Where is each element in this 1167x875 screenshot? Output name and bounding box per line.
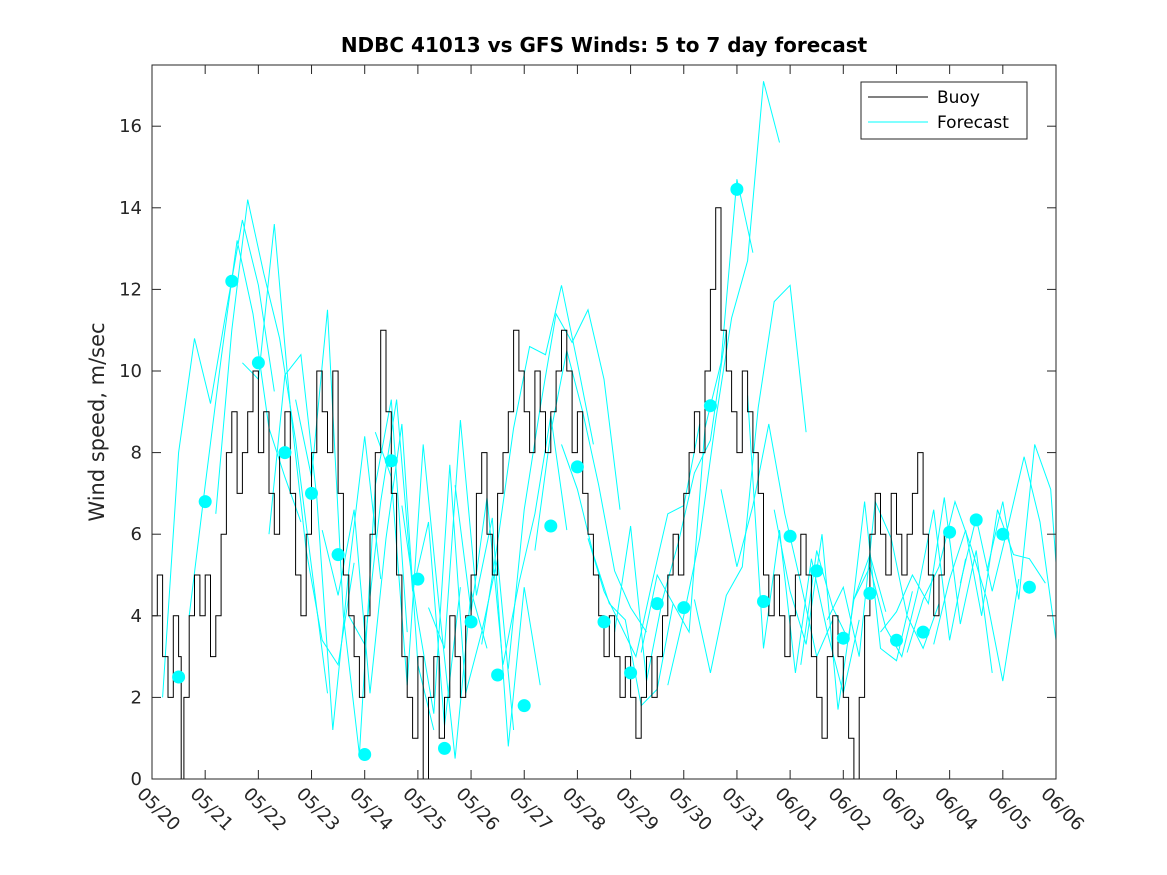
forecast-marker-31	[969, 513, 983, 527]
forecast-line-10	[401, 464, 515, 731]
y-tick-label: 6	[131, 524, 142, 545]
legend-forecast-label: Forecast	[937, 113, 1009, 133]
forecast-marker-19	[650, 597, 664, 611]
forecast-marker-1	[172, 670, 186, 684]
forecast-line-24	[773, 509, 887, 710]
forecast-marker-23	[757, 595, 770, 608]
forecast-marker-2	[198, 495, 212, 509]
forecast-line-17	[587, 423, 701, 659]
y-tick-label: 4	[131, 606, 142, 627]
forecast-line-23	[747, 395, 860, 694]
forecast-line-15	[534, 350, 647, 633]
forecast-marker-24	[783, 529, 797, 543]
forecast-line-21	[693, 284, 807, 674]
plot-area	[152, 65, 1056, 779]
forecast-line-30	[933, 509, 1046, 645]
y-tick-label: 0	[131, 769, 142, 790]
forecast-line-22	[720, 423, 834, 659]
forecast-line-14	[507, 308, 621, 669]
legend: Buoy Forecast	[860, 81, 1028, 140]
forecast-marker-7	[331, 548, 345, 562]
plot-content	[152, 81, 1057, 780]
forecast-marker-25	[810, 564, 824, 578]
forecast-marker-5	[278, 446, 292, 460]
forecast-line-27	[853, 509, 967, 658]
forecast-marker-14	[517, 699, 531, 713]
forecast-line-26	[826, 499, 940, 657]
forecast-marker-32	[996, 527, 1010, 541]
forecast-marker-13	[491, 668, 505, 682]
forecast-marker-22	[730, 182, 744, 196]
forecast-marker-9	[384, 454, 398, 468]
forecast-marker-16	[570, 460, 584, 474]
forecast-line-5	[268, 353, 382, 731]
forecast-line-4	[242, 224, 355, 667]
y-tick-label: 10	[119, 361, 142, 382]
forecast-marker-15	[544, 519, 558, 533]
forecast-marker-27	[863, 586, 877, 600]
forecast-marker-17	[597, 615, 611, 629]
forecast-line-11	[428, 419, 541, 747]
forecast-marker-29	[916, 625, 930, 639]
forecast-line-1	[162, 219, 275, 698]
legend-buoy-label: Buoy	[937, 88, 980, 108]
forecast-line-13	[481, 285, 594, 645]
forecast-line-3	[215, 199, 328, 694]
y-tick-label: 14	[119, 198, 142, 219]
y-axis-ticks: 0 2 4 6 8 10 12 14 16	[119, 116, 1056, 790]
chart-title: NDBC 41013 vs GFS Winds: 5 to 7 day fore…	[341, 33, 868, 57]
forecast-marker-30	[943, 525, 957, 539]
y-tick-label: 12	[119, 279, 142, 300]
forecast-line-32	[986, 444, 1057, 600]
forecast-line-7	[321, 423, 435, 731]
forecast-marker-28	[890, 633, 903, 647]
forecast-line-6	[295, 309, 408, 755]
forecast-marker-18	[624, 666, 638, 680]
forecast-marker-33	[1022, 580, 1036, 594]
forecast-marker-3	[225, 274, 239, 288]
forecast-line-18	[614, 330, 727, 682]
forecast-marker-10	[411, 572, 425, 586]
forecast-marker-12	[464, 615, 478, 629]
forecast-line-25	[800, 501, 913, 665]
y-tick-label: 8	[131, 443, 142, 464]
forecast-line-19	[640, 179, 754, 653]
forecast-line-12	[454, 415, 568, 665]
forecast-marker-20	[677, 601, 691, 615]
y-tick-label: 2	[131, 687, 142, 708]
forecast-line-29	[906, 499, 1020, 682]
forecast-marker-26	[836, 631, 850, 645]
forecast-marker-6	[305, 486, 318, 500]
forecast-marker-4	[251, 356, 265, 370]
forecast-marker-21	[703, 399, 717, 413]
forecast-marker-11	[438, 741, 451, 755]
forecast-line-28	[880, 497, 993, 673]
y-tick-label: 16	[119, 116, 142, 137]
legend-box	[860, 81, 1028, 140]
forecast-marker-8	[358, 748, 372, 761]
forecast-line-2	[188, 240, 302, 616]
y-axis-label: Wind speed, m/sec	[85, 322, 109, 521]
forecast-line-8	[348, 399, 461, 727]
axes-box	[151, 64, 1057, 780]
